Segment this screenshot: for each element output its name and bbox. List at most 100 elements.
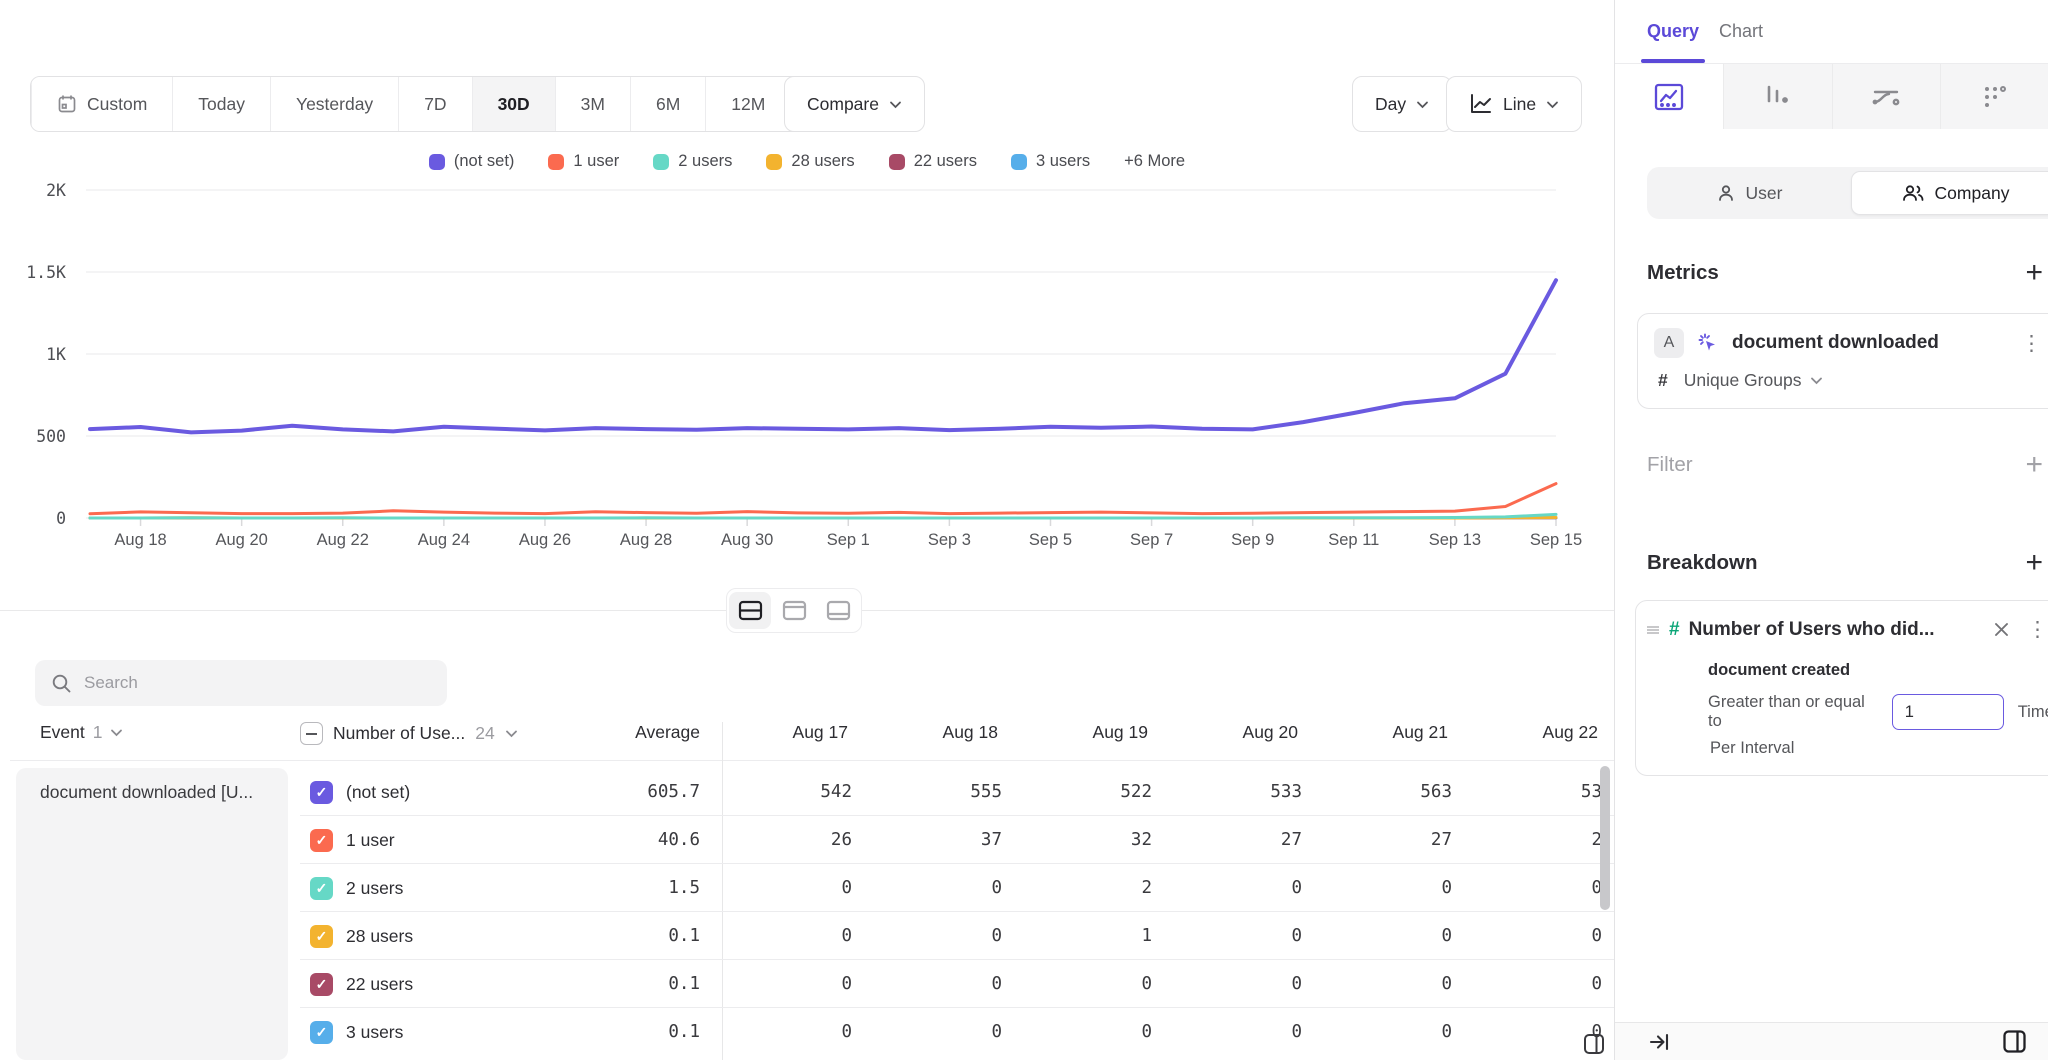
svg-text:Sep 9: Sep 9	[1231, 531, 1274, 549]
cell-value: 563	[1302, 782, 1452, 802]
chevron-down-icon	[110, 728, 123, 737]
collapse-panel-icon[interactable]	[1647, 1030, 1671, 1054]
flows-tab[interactable]	[1832, 64, 1941, 129]
line-chart-icon	[1469, 93, 1493, 115]
drag-handle-icon[interactable]	[1646, 625, 1660, 635]
aggregation-selector[interactable]: Unique Groups	[1684, 370, 1824, 391]
cell-value: 0	[1452, 926, 1602, 946]
series-checkbox[interactable]: ✓	[310, 877, 333, 900]
svg-text:Sep 11: Sep 11	[1328, 531, 1379, 549]
table-row: ✓22 users0.1000000	[300, 960, 1630, 1008]
cell-value: 0	[1302, 974, 1452, 994]
date-range-button[interactable]: 30D	[472, 77, 555, 131]
compare-button[interactable]: Compare	[784, 76, 925, 132]
chevron-down-icon	[1810, 376, 1823, 385]
tab-query[interactable]: Query	[1647, 0, 1699, 63]
vertical-scrollbar[interactable]	[1600, 766, 1610, 910]
cell-value: 0	[852, 926, 1002, 946]
svg-text:Sep 15: Sep 15	[1530, 531, 1582, 549]
metric-letter-badge: A	[1654, 328, 1684, 358]
svg-text:Aug 22: Aug 22	[317, 531, 369, 549]
cell-value: 1	[1002, 926, 1152, 946]
legend-item[interactable]: 28 users	[766, 152, 854, 171]
series-checkbox[interactable]: ✓	[310, 829, 333, 852]
expand-table-icon[interactable]	[1582, 1032, 1606, 1060]
split-view-button[interactable]	[729, 592, 771, 629]
close-icon[interactable]	[1991, 619, 2012, 640]
breakdown-event[interactable]: document created	[1708, 661, 1850, 680]
date-range-button[interactable]: 6M	[630, 77, 705, 131]
cell-value: 37	[852, 830, 1002, 850]
legend-item[interactable]: 1 user	[548, 152, 619, 171]
chevron-down-icon	[889, 100, 902, 109]
legend-swatch	[548, 154, 564, 170]
breakdown-title[interactable]: Number of Users who did...	[1689, 619, 1982, 641]
table-only-view-button[interactable]	[817, 592, 859, 629]
date-range-button[interactable]: Custom	[31, 77, 172, 131]
search-icon	[51, 673, 72, 694]
entity-user-segment[interactable]: User	[1647, 183, 1851, 204]
svg-text:Aug 26: Aug 26	[519, 531, 571, 549]
breakdown-value-input[interactable]	[1892, 694, 2004, 730]
svg-text:Sep 1: Sep 1	[827, 531, 870, 549]
table-row: ✓1 user40.626373227272	[300, 816, 1630, 864]
insights-line-tab[interactable]	[1615, 64, 1723, 129]
main-area: Custom Today	[0, 0, 1614, 1060]
funnels-tab[interactable]	[1723, 64, 1832, 129]
add-filter-button[interactable]: +	[2019, 450, 2048, 480]
event-cell[interactable]: document downloaded [U...	[16, 768, 288, 1060]
event-column-header[interactable]: Event 1	[40, 722, 123, 743]
date-range-button[interactable]: 3M	[555, 77, 630, 131]
search-input[interactable]	[84, 673, 431, 693]
legend-more[interactable]: +6 More	[1124, 152, 1185, 171]
breakdown-card: # Number of Users who did... ⋮ document …	[1635, 600, 2048, 776]
toggle-panel-icon[interactable]	[2001, 1028, 2028, 1055]
average-column-header[interactable]: Average	[300, 722, 700, 743]
legend-item[interactable]: 2 users	[653, 152, 732, 171]
average-value: 0.1	[606, 926, 700, 946]
legend-item[interactable]: 22 users	[889, 152, 977, 171]
chart-only-view-button[interactable]	[773, 592, 815, 629]
cell-value: 542	[702, 782, 852, 802]
series-checkbox[interactable]: ✓	[310, 925, 333, 948]
entity-company-segment[interactable]: Company	[1851, 171, 2048, 215]
cell-value: 0	[1452, 878, 1602, 898]
add-metric-button[interactable]: +	[2019, 258, 2048, 288]
entity-toggle: User Company	[1647, 167, 2048, 219]
visualization-tabs	[1615, 64, 2048, 129]
legend-swatch	[889, 154, 905, 170]
series-checkbox[interactable]: ✓	[310, 781, 333, 804]
average-value: 40.6	[606, 830, 700, 850]
breakdown-condition[interactable]: Greater than or equal to	[1708, 693, 1878, 731]
cell-value: 555	[852, 782, 1002, 802]
date-column-header: Aug 18	[848, 722, 998, 743]
legend-item[interactable]: 3 users	[1011, 152, 1090, 171]
chart-type-button[interactable]: Line	[1446, 76, 1582, 132]
add-breakdown-button[interactable]: +	[2019, 548, 2048, 578]
retention-tab[interactable]	[1940, 64, 2048, 129]
breakdown-per-interval[interactable]: Per Interval	[1710, 739, 1794, 758]
date-range-button[interactable]: 7D	[398, 77, 471, 131]
date-range-button[interactable]: Today	[172, 77, 270, 131]
kebab-menu-icon[interactable]: ⋮	[2015, 331, 2048, 356]
date-range-button[interactable]: Yesterday	[270, 77, 398, 131]
series-checkbox[interactable]: ✓	[310, 973, 333, 996]
cell-value: 32	[1002, 830, 1152, 850]
series-checkbox[interactable]: ✓	[310, 1021, 333, 1044]
svg-text:Aug 18: Aug 18	[114, 531, 166, 549]
metric-card[interactable]: A document downloaded ⋮ # Unique Groups	[1637, 313, 2048, 409]
user-icon	[1716, 183, 1736, 203]
legend-item[interactable]: (not set)	[429, 152, 515, 171]
calendar-icon	[57, 94, 77, 114]
date-range-button[interactable]: 12M	[705, 77, 790, 131]
kebab-menu-icon[interactable]: ⋮	[2021, 617, 2048, 642]
svg-text:1.5K: 1.5K	[26, 263, 66, 282]
cell-value: 27	[1302, 830, 1452, 850]
tab-chart[interactable]: Chart	[1719, 0, 1763, 63]
filter-section-header: Filter +	[1647, 450, 2048, 480]
event-click-icon	[1696, 331, 1720, 355]
cell-value: 0	[852, 1022, 1002, 1042]
series-label: 28 users	[346, 926, 606, 947]
cell-value: 0	[1002, 974, 1152, 994]
granularity-button[interactable]: Day	[1352, 76, 1452, 132]
